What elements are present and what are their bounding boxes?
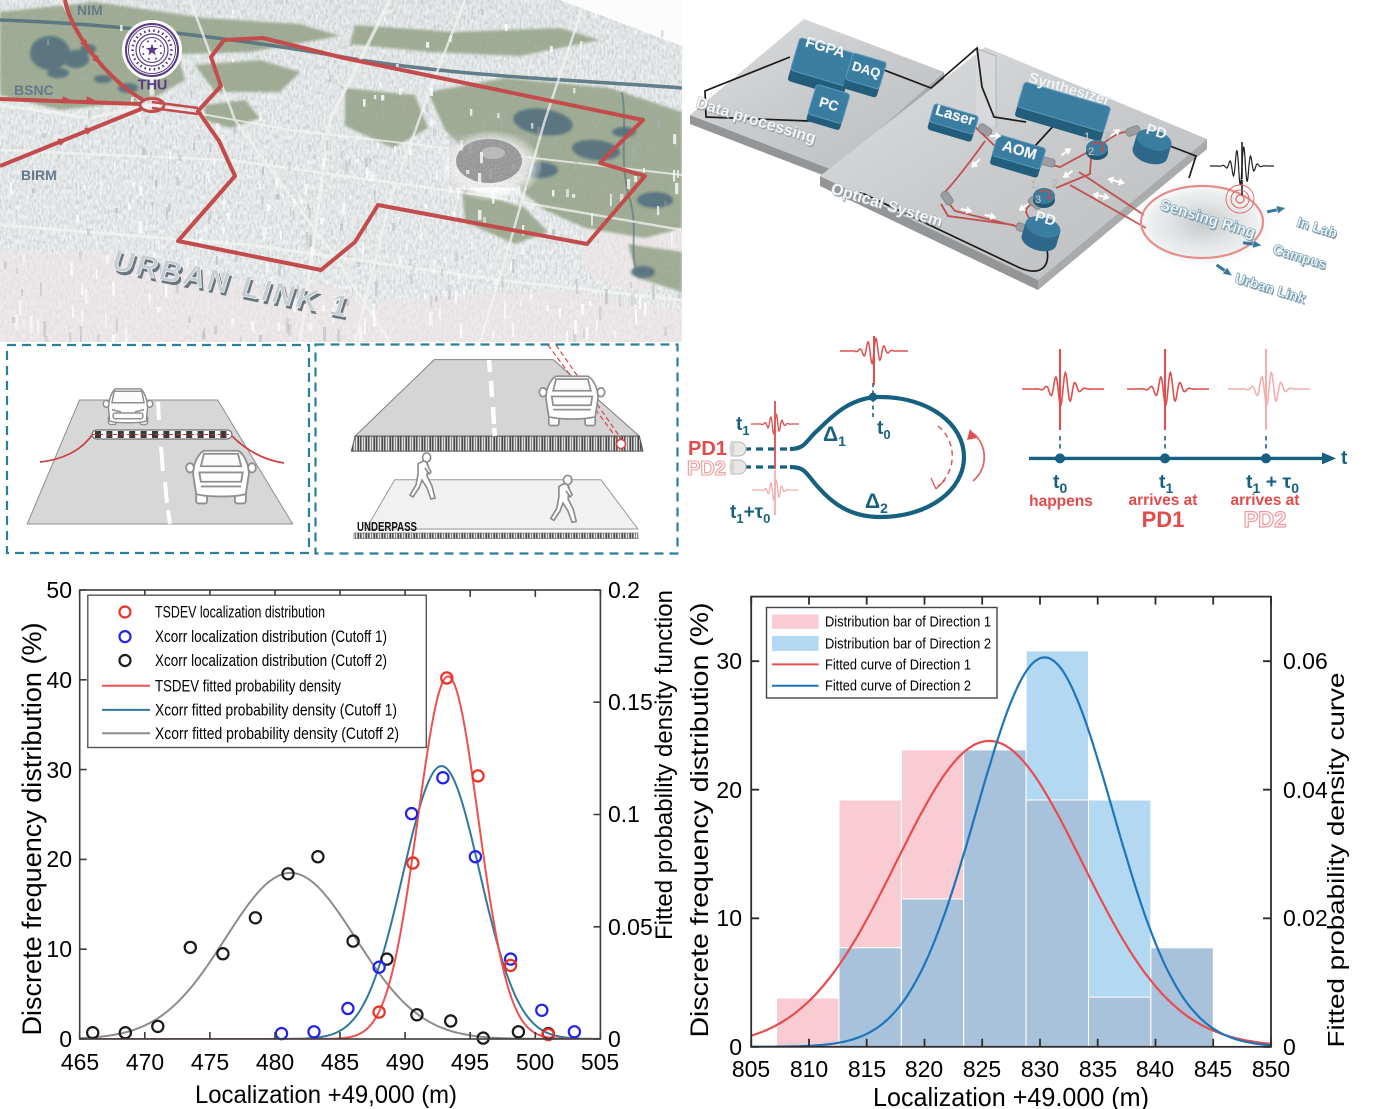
svg-text:Distribution bar of Direction: Distribution bar of Direction 2 [825, 636, 991, 653]
svg-text:0.05: 0.05 [608, 914, 653, 940]
svg-text:0.1: 0.1 [608, 801, 640, 827]
svg-text:TSDEV fitted probability densi: TSDEV fitted probability density [155, 677, 342, 695]
svg-text:Localization +49.000 (m): Localization +49.000 (m) [873, 1082, 1149, 1109]
svg-text:2: 2 [1052, 178, 1058, 190]
svg-text:arrives at: arrives at [1129, 492, 1198, 509]
svg-text:t1: t1 [736, 414, 750, 438]
svg-text:NIM: NIM [77, 2, 103, 18]
svg-text:0: 0 [608, 1026, 621, 1052]
svg-text:805: 805 [732, 1056, 770, 1082]
svg-text:THU: THU [138, 78, 168, 94]
svg-text:0.04: 0.04 [1283, 777, 1328, 803]
svg-text:PD1: PD1 [688, 438, 727, 460]
svg-text:40: 40 [46, 667, 72, 693]
svg-text:Xcorr fitted probability densi: Xcorr fitted probability density (Cutoff… [155, 701, 397, 719]
svg-text:485: 485 [321, 1049, 359, 1075]
svg-text:30: 30 [46, 757, 72, 783]
svg-text:0: 0 [59, 1026, 72, 1052]
svg-text:Campus: Campus [1271, 241, 1329, 273]
svg-text:820: 820 [905, 1056, 943, 1082]
svg-text:Discrete frequency distributio: Discrete frequency distribution (%) [686, 603, 714, 1038]
svg-text:BIRM: BIRM [21, 167, 57, 183]
svg-text:Fitted curve of Direction 2: Fitted curve of Direction 2 [825, 678, 971, 695]
svg-text:490: 490 [386, 1049, 424, 1075]
svg-text:t0: t0 [877, 418, 891, 442]
svg-text:Discrete frequency distributio: Discrete frequency distribution (%) [17, 623, 47, 1036]
svg-text:TSDEV localization distributio: TSDEV localization distribution [155, 604, 325, 622]
svg-text:1: 1 [1031, 179, 1037, 191]
svg-text:t1+τ0: t1+τ0 [730, 502, 770, 526]
svg-text:Fitted probability density fun: Fitted probability density function [651, 590, 678, 940]
svg-text:825: 825 [963, 1056, 1001, 1082]
svg-text:475: 475 [191, 1049, 229, 1075]
svg-text:465: 465 [61, 1049, 99, 1075]
svg-text:495: 495 [451, 1049, 489, 1075]
svg-text:505: 505 [581, 1049, 619, 1075]
svg-text:3: 3 [1105, 130, 1111, 142]
svg-text:30: 30 [716, 648, 742, 674]
svg-text:Δ2: Δ2 [865, 490, 888, 516]
svg-text:1: 1 [1084, 131, 1090, 143]
svg-text:470: 470 [126, 1049, 164, 1075]
svg-text:20: 20 [46, 846, 72, 872]
svg-text:UNDERPASS: UNDERPASS [357, 519, 417, 534]
svg-text:835: 835 [1079, 1056, 1117, 1082]
svg-text:t: t [1341, 448, 1348, 469]
svg-text:Xcorr localization distributio: Xcorr localization distribution (Cutoff … [155, 652, 387, 670]
svg-text:850: 850 [1252, 1056, 1290, 1082]
svg-text:Fitted curve of Direction 1: Fitted curve of Direction 1 [825, 657, 971, 674]
svg-text:500: 500 [516, 1049, 554, 1075]
svg-text:480: 480 [256, 1049, 294, 1075]
svg-text:PD2: PD2 [687, 458, 726, 480]
svg-text:2: 2 [1088, 146, 1094, 158]
svg-text:840: 840 [1136, 1056, 1174, 1082]
svg-text:0.15: 0.15 [608, 689, 653, 715]
svg-text:845: 845 [1194, 1056, 1232, 1082]
svg-text:PD2: PD2 [1244, 507, 1287, 532]
svg-text:0: 0 [1283, 1034, 1296, 1060]
svg-text:0.2: 0.2 [608, 577, 640, 603]
svg-text:Distribution bar of Direction: Distribution bar of Direction 1 [825, 614, 991, 631]
svg-text:PD: PD [1033, 208, 1058, 230]
svg-text:Δ1: Δ1 [823, 423, 846, 449]
svg-text:arrives at: arrives at [1231, 492, 1300, 509]
svg-text:Xcorr localization distributio: Xcorr localization distribution (Cutoff … [155, 628, 387, 646]
svg-text:Xcorr fitted probability densi: Xcorr fitted probability density (Cutoff… [155, 725, 399, 743]
svg-text:t1 + τ0: t1 + τ0 [1246, 471, 1299, 496]
svg-text:50: 50 [46, 577, 72, 603]
svg-text:3: 3 [1035, 194, 1041, 206]
svg-text:0.06: 0.06 [1283, 648, 1328, 674]
svg-text:BSNC: BSNC [14, 82, 54, 98]
svg-text:PD1: PD1 [1142, 507, 1185, 532]
svg-text:0.02: 0.02 [1283, 905, 1328, 931]
svg-text:815: 815 [848, 1056, 886, 1082]
svg-text:Fitted probability density cur: Fitted probability density curve [1323, 673, 1349, 1048]
svg-text:20: 20 [716, 777, 742, 803]
svg-text:PC: PC [817, 94, 840, 115]
svg-text:830: 830 [1021, 1056, 1059, 1082]
svg-text:Localization +49,000 (m): Localization +49,000 (m) [195, 1081, 457, 1109]
svg-text:happens: happens [1029, 493, 1093, 510]
svg-text:10: 10 [46, 936, 72, 962]
svg-text:10: 10 [716, 905, 742, 931]
svg-text:810: 810 [790, 1056, 828, 1082]
svg-text:PD: PD [1144, 121, 1169, 143]
svg-text:0: 0 [729, 1034, 742, 1060]
svg-text:Urban Link: Urban Link [1233, 270, 1308, 307]
